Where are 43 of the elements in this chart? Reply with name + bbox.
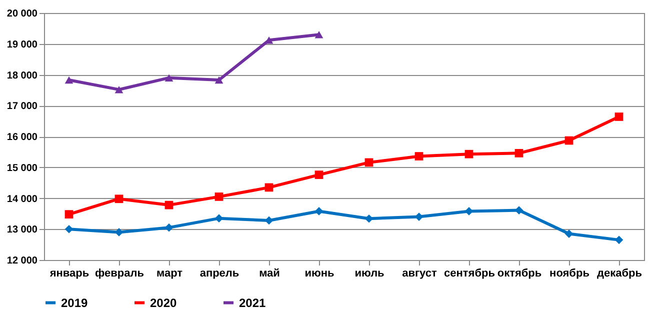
x-tick-label: сентябрь bbox=[444, 268, 496, 280]
point bbox=[564, 230, 574, 238]
point bbox=[314, 30, 324, 38]
y-tick-label: 19 000 bbox=[6, 39, 38, 50]
point bbox=[414, 152, 424, 160]
x-tick-label: ноябрь bbox=[550, 268, 590, 280]
legend-label: 2020 bbox=[150, 296, 178, 310]
point bbox=[114, 194, 124, 204]
point bbox=[164, 200, 174, 210]
x-tick-label: июль bbox=[354, 268, 385, 280]
point bbox=[64, 210, 74, 218]
y-tick-label: 13 000 bbox=[6, 224, 38, 236]
point bbox=[364, 158, 374, 167]
point bbox=[64, 76, 74, 84]
x-tick-label: август bbox=[402, 268, 438, 280]
point bbox=[614, 112, 624, 121]
x-tick-label: октябрь bbox=[497, 268, 542, 280]
point bbox=[314, 207, 324, 216]
x-tick-label: март bbox=[156, 268, 184, 280]
y-tick-label: 16 000 bbox=[6, 132, 38, 143]
y-tick-label: 15 000 bbox=[6, 162, 38, 174]
x-tick-label: февраль bbox=[95, 268, 144, 280]
x-tick-label: январь bbox=[50, 268, 90, 280]
y-tick-label: 20 000 bbox=[6, 8, 38, 20]
point bbox=[164, 74, 174, 82]
y-tick-label: 12 000 bbox=[6, 256, 38, 266]
point bbox=[114, 86, 124, 94]
y-tick-label: 17 000 bbox=[6, 101, 38, 112]
legend-label: 2019 bbox=[61, 296, 88, 310]
point bbox=[314, 170, 324, 179]
y-tick-label: 18 000 bbox=[6, 70, 38, 82]
x-tick-label: апрель bbox=[200, 268, 240, 280]
point bbox=[264, 183, 274, 192]
x-tick-label: декабрь bbox=[597, 268, 642, 280]
x-tick-label: июнь bbox=[304, 268, 335, 280]
y-tick-label: 14 000 bbox=[6, 194, 38, 205]
point bbox=[214, 76, 224, 84]
x-tick-label: май bbox=[259, 268, 280, 280]
legend-label: 2021 bbox=[239, 296, 266, 310]
point bbox=[514, 148, 524, 158]
point bbox=[464, 150, 474, 158]
point bbox=[564, 136, 574, 145]
point bbox=[214, 192, 224, 201]
